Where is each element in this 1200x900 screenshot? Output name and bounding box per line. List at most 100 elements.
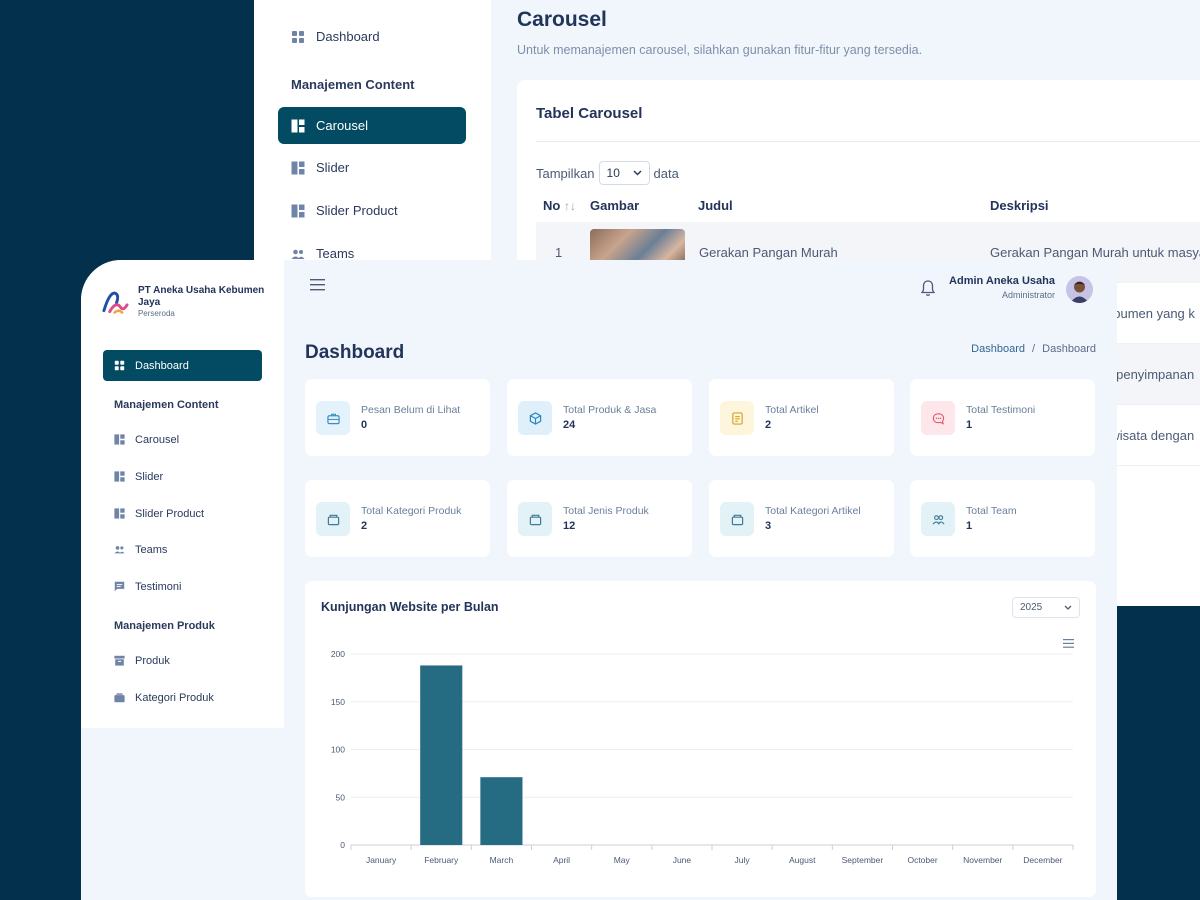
layout-icon	[114, 434, 125, 445]
stat-label: Total Jenis Produk	[563, 505, 649, 517]
x-tick-label: September	[842, 855, 884, 865]
stat-value: 2	[765, 419, 772, 431]
team-icon	[932, 514, 945, 525]
bar-february[interactable]	[420, 665, 463, 845]
sidebar-item-kategori-produk[interactable]: Kategori Produk	[103, 682, 262, 713]
cube-icon	[529, 411, 541, 425]
page-title: Dashboard	[305, 342, 405, 363]
row-description: Gerakan Pangan Murah untuk masyarakat	[990, 245, 1200, 260]
x-tick-label: April	[553, 855, 570, 865]
sidebar-item-slider-product[interactable]: Slider Product	[278, 192, 466, 229]
sidebar-item-slider[interactable]: Slider	[103, 461, 262, 492]
sidebar-item-testimoni[interactable]: Testimoni	[103, 571, 262, 602]
column-header-judul[interactable]: Judul	[698, 198, 733, 213]
sidebar-item-slider-product[interactable]: Slider Product	[103, 498, 262, 529]
layout-icon	[114, 471, 125, 482]
stat-label: Total Team	[966, 505, 1017, 517]
stat-card-kategori-artikel[interactable]: Total Kategori Artikel 3	[709, 480, 894, 557]
sidebar-item-label: Slider	[135, 470, 164, 483]
sidebar-item-dashboard[interactable]: Dashboard	[103, 350, 262, 381]
x-tick-label: February	[424, 855, 459, 865]
stat-card-team[interactable]: Total Team 1	[910, 480, 1095, 557]
column-header-no[interactable]: No ↑↓	[543, 198, 576, 213]
stat-value: 1	[966, 520, 973, 532]
sidebar-item-label: Teams	[316, 246, 355, 261]
divider	[536, 141, 1200, 142]
stat-label: Total Artikel	[765, 404, 819, 416]
box-icon	[327, 514, 339, 525]
y-tick-label: 200	[331, 649, 345, 659]
chart-title: Kunjungan Website per Bulan	[321, 600, 499, 614]
stat-card-testimoni[interactable]: Total Testimoni 1	[910, 379, 1095, 456]
page-length-suffix: data	[653, 165, 679, 181]
brand-tagline: Perseroda	[137, 309, 175, 318]
user-name[interactable]: Admin Aneka Usaha	[949, 275, 1055, 287]
brand-name: PT Aneka Usaha Kebumen Jaya	[137, 285, 265, 308]
stat-label: Total Kategori Produk	[361, 505, 462, 517]
page-length-control: Tampilkan 10 data	[536, 161, 679, 185]
user-avatar-icon	[1070, 281, 1089, 303]
row-description: ebumen yang k	[1106, 306, 1195, 321]
x-tick-label: January	[366, 855, 397, 865]
x-tick-label: August	[789, 855, 816, 865]
layout-icon	[291, 119, 305, 132]
bar-march[interactable]	[480, 777, 523, 845]
x-tick-label: July	[735, 855, 751, 865]
breadcrumb-link[interactable]: Dashboard	[971, 343, 1025, 355]
sidebar-section-heading: Manajemen Content	[114, 399, 219, 411]
briefcase-icon	[326, 413, 340, 424]
stat-card-pesan[interactable]: Pesan Belum di Lihat 0	[305, 379, 490, 456]
sidebar-item-carousel[interactable]: Carousel	[103, 424, 262, 455]
sidebar-item-teams[interactable]: Teams	[103, 534, 262, 565]
sidebar-item-teams[interactable]: Teams	[278, 235, 466, 272]
page-length-value: 10	[606, 166, 620, 180]
visits-chart-card: 0 50 100 150 200 January February March April May…	[305, 581, 1096, 897]
sidebar-item-label: Slider Product	[316, 203, 398, 218]
dashboard-icon	[292, 30, 304, 43]
breadcrumb-separator: /	[1032, 343, 1036, 355]
company-logo-icon	[102, 291, 129, 314]
stat-card-artikel[interactable]: Total Artikel 2	[709, 379, 894, 456]
stat-value: 12	[563, 520, 576, 532]
column-header-gambar[interactable]: Gambar	[590, 198, 640, 213]
stat-card-jenis-produk[interactable]: Total Jenis Produk 12	[507, 480, 692, 557]
page-length-select[interactable]: 10	[598, 161, 650, 185]
sidebar-item-label: Dashboard	[135, 359, 189, 372]
x-tick-label: May	[614, 855, 631, 865]
column-header-deskripsi[interactable]: Deskripsi	[990, 198, 1049, 213]
stat-card-produk-jasa[interactable]: Total Produk & Jasa 24	[507, 379, 692, 456]
layout-icon	[291, 204, 305, 217]
brand[interactable]: PT Aneka Usaha Kebumen Jaya Perseroda	[101, 285, 284, 319]
chat-icon	[932, 412, 944, 425]
sidebar-section-heading: Manajemen Produk	[114, 620, 215, 632]
row-title: Gerakan Pangan Murah	[699, 245, 838, 260]
stat-card-kategori-produk[interactable]: Total Kategori Produk 2	[305, 480, 490, 557]
row-number: 1	[555, 245, 563, 260]
breadcrumb-current: Dashboard	[1042, 343, 1096, 355]
y-tick-label: 150	[331, 697, 345, 707]
x-tick-label: October	[907, 855, 937, 865]
table-title: Tabel Carousel	[536, 105, 643, 122]
x-tick-label: December	[1023, 855, 1062, 865]
x-tick-label: November	[963, 855, 1002, 865]
sidebar-item-label: Dashboard	[316, 29, 380, 44]
year-select[interactable]: 2025	[1012, 597, 1080, 618]
dashboard-icon	[114, 360, 125, 371]
stat-value: 2	[361, 520, 368, 532]
stat-label: Pesan Belum di Lihat	[361, 404, 461, 416]
sidebar-item-slider[interactable]: Slider	[278, 149, 466, 186]
stat-value: 3	[765, 520, 772, 532]
sidebar-item-produk[interactable]: Produk	[103, 645, 262, 676]
page-length-prefix: Tampilkan	[536, 165, 595, 181]
bell-icon[interactable]	[920, 279, 936, 297]
row-description: k penyimpanan	[1106, 367, 1195, 382]
menu-icon[interactable]	[310, 279, 325, 291]
avatar[interactable]	[1066, 276, 1093, 303]
box-icon	[114, 693, 125, 703]
layout-icon	[114, 508, 125, 519]
chart-menu-icon[interactable]	[1063, 639, 1074, 648]
sidebar-item-dashboard[interactable]: Dashboard	[278, 18, 466, 55]
sidebar-item-carousel[interactable]: Carousel	[278, 107, 466, 144]
y-tick-label: 50	[336, 792, 346, 802]
document-icon	[731, 411, 743, 425]
